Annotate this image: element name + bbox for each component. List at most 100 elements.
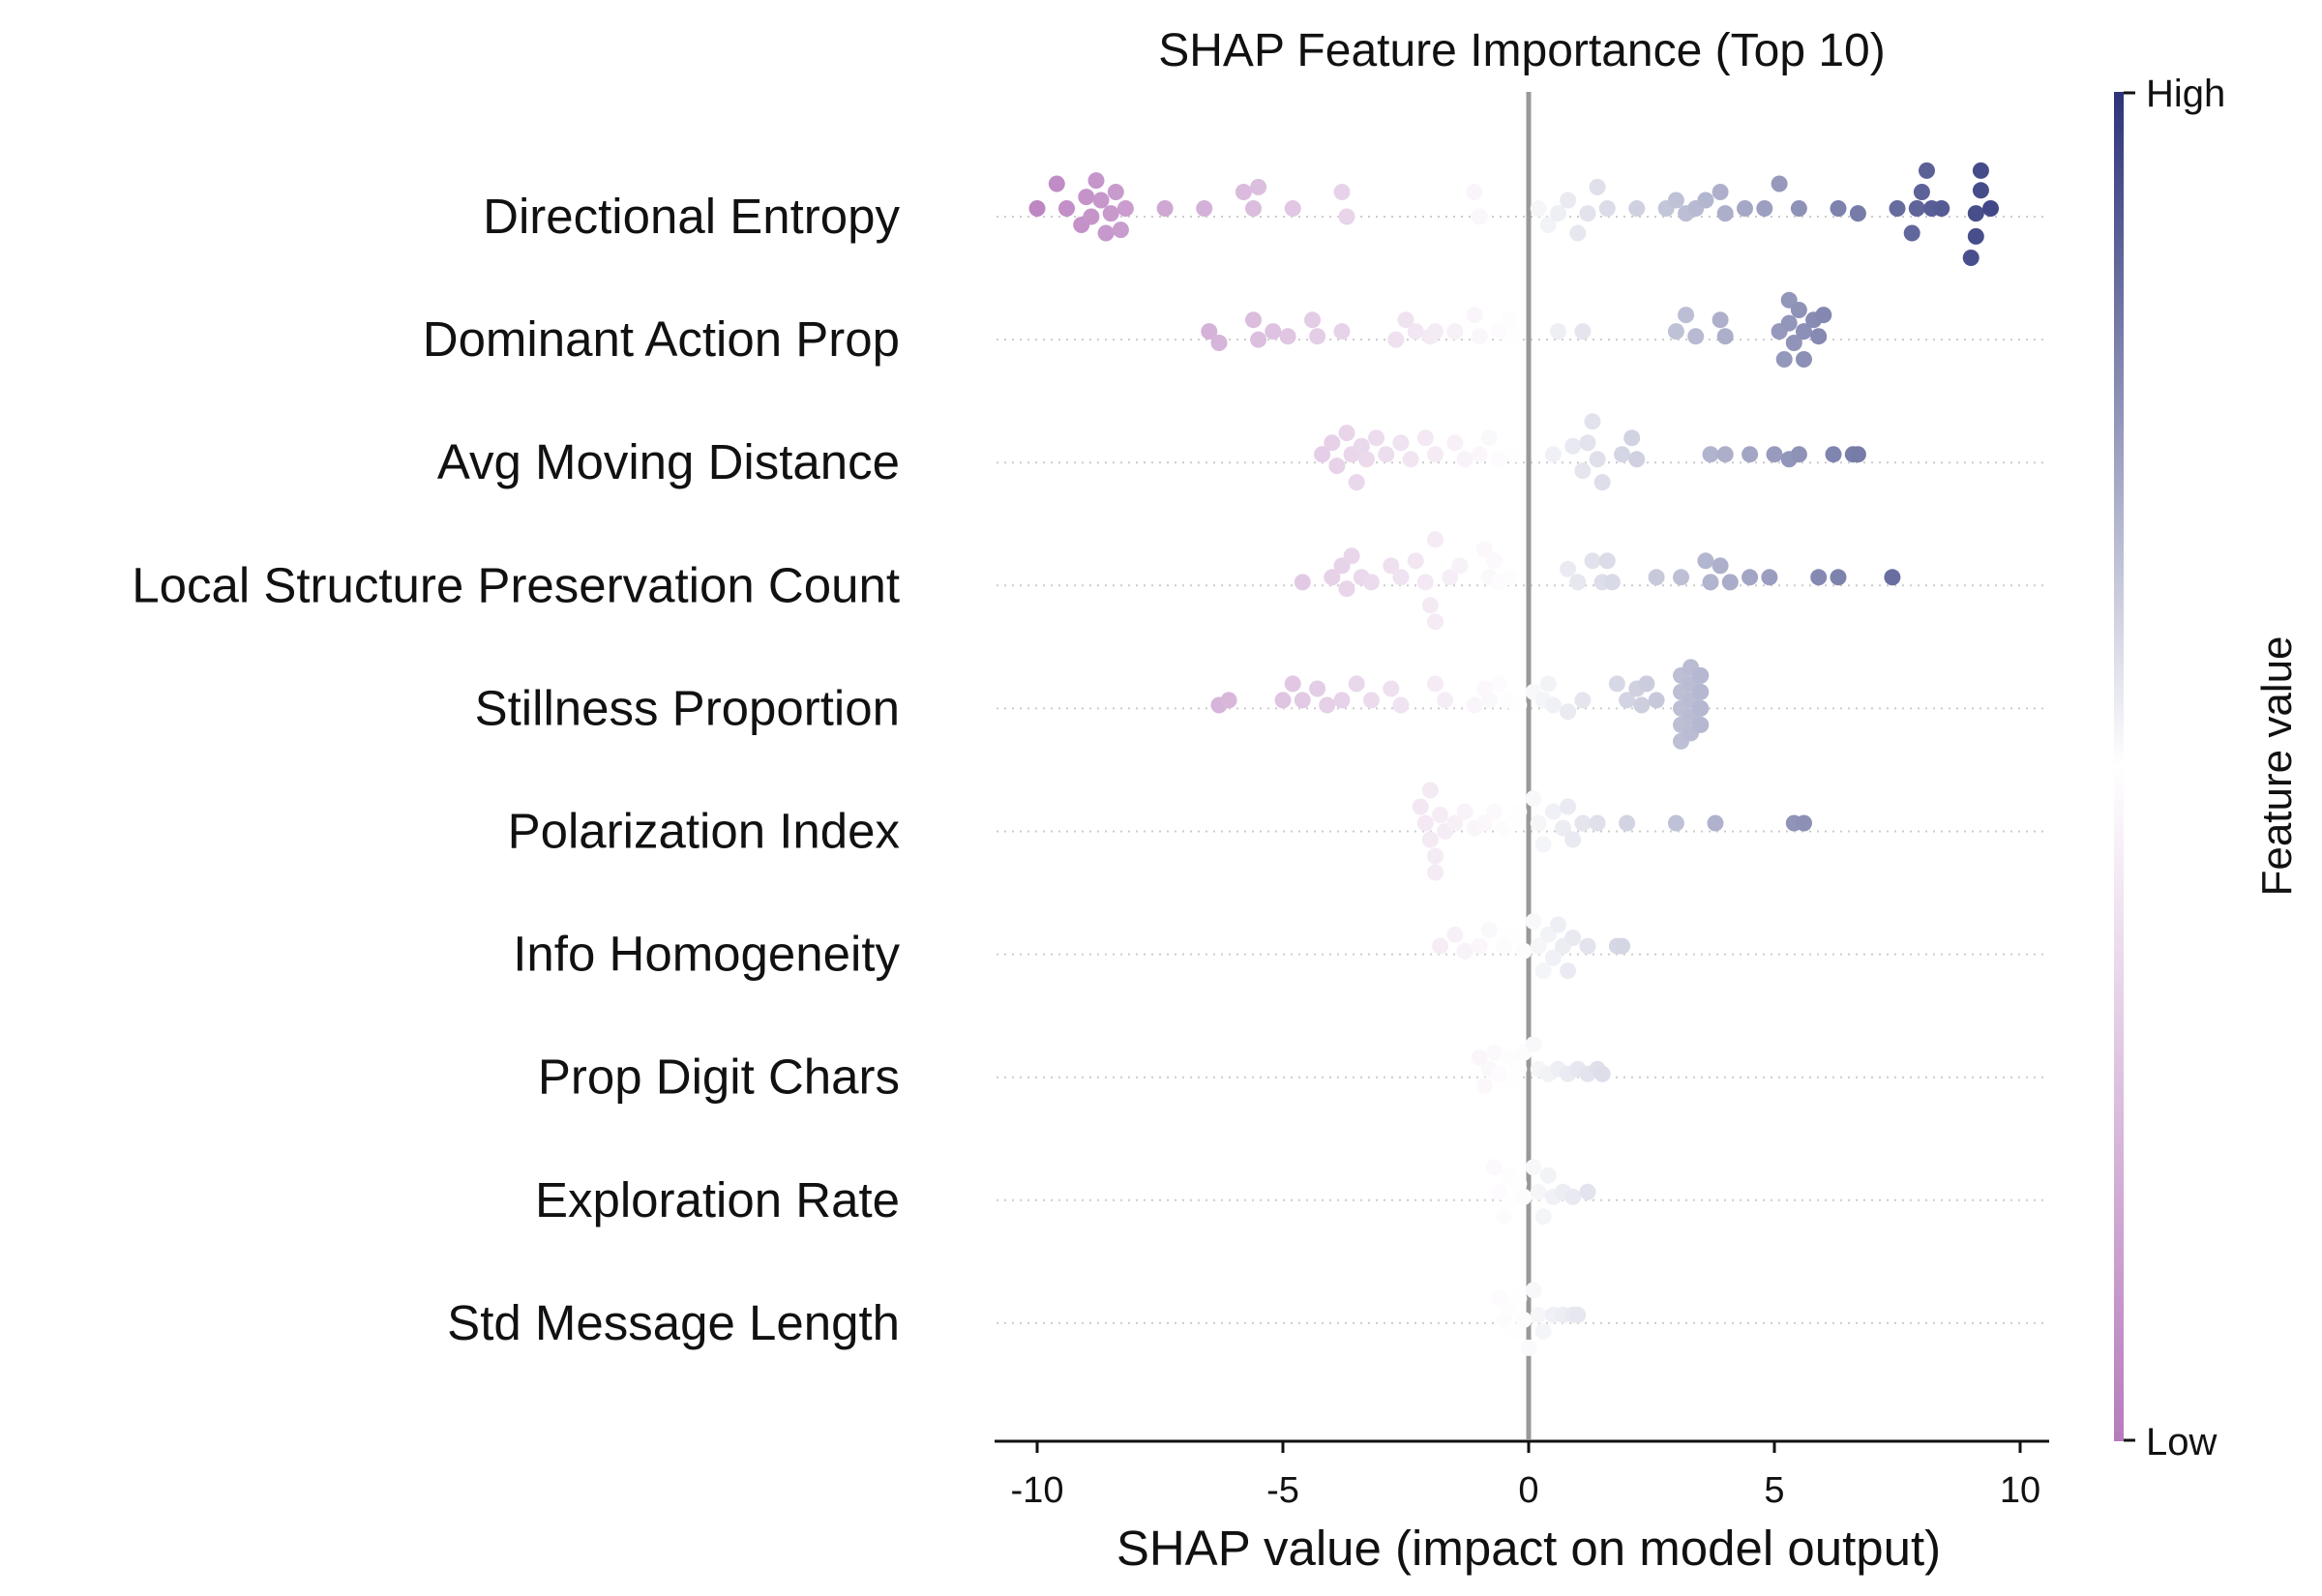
shap-point <box>1245 200 1262 217</box>
shap-point <box>1544 696 1562 714</box>
shap-point <box>1357 451 1375 468</box>
shap-point <box>1889 200 1906 217</box>
shap-point <box>1338 425 1355 442</box>
shap-point <box>1333 184 1351 200</box>
shap-point <box>1324 569 1341 586</box>
x-tick-label: 0 <box>1518 1470 1538 1511</box>
shap-point <box>1780 314 1798 332</box>
feature-labels: Directional Entropy Dominant Action Prop A… <box>132 189 900 1350</box>
shap-point <box>1412 798 1429 815</box>
shap-point <box>1849 205 1866 222</box>
shap-point <box>1338 208 1355 225</box>
shap-point <box>1884 569 1901 586</box>
shap-point <box>1427 847 1444 865</box>
shap-point <box>1707 814 1724 832</box>
shap-point <box>1908 200 1925 217</box>
row-guides <box>997 216 2046 1324</box>
shap-point <box>1353 437 1370 455</box>
shap-point <box>1471 937 1488 955</box>
shap-point <box>1702 446 1719 463</box>
shap-point <box>1579 1183 1596 1200</box>
shap-point <box>1491 323 1507 340</box>
shap-point <box>1471 208 1488 225</box>
shap-point <box>1407 323 1424 340</box>
shap-point <box>1475 814 1493 832</box>
shap-point <box>1397 311 1414 329</box>
shap-point <box>1673 569 1689 586</box>
feature-label: Exploration Rate <box>535 1172 900 1227</box>
shap-point <box>1619 692 1636 709</box>
shap-point <box>1539 675 1557 693</box>
shap-point <box>1589 178 1606 195</box>
shap-point <box>1972 182 1989 199</box>
shap-point <box>1427 613 1444 631</box>
shap-point <box>1471 328 1488 345</box>
shap-point <box>1614 446 1630 463</box>
shap-point <box>1368 429 1384 447</box>
shap-point <box>1304 311 1321 329</box>
shap-point <box>1407 552 1424 570</box>
shap-point <box>1333 692 1351 709</box>
shap-point <box>1387 331 1405 348</box>
shap-point <box>1485 803 1503 820</box>
colorbar-high-label: High <box>2146 73 2225 115</box>
shap-point <box>1525 1036 1542 1053</box>
feature-label: Polarization Index <box>508 804 900 859</box>
x-axis-label: SHAP value (impact on model output) <box>1116 1521 1941 1576</box>
shap-point <box>1692 683 1710 700</box>
shap-point <box>1466 184 1483 200</box>
shap-point <box>1028 200 1046 217</box>
shap-point <box>1712 557 1729 575</box>
shap-point <box>1491 1183 1507 1200</box>
shap-point <box>1712 184 1729 200</box>
shap-point <box>1742 569 1759 586</box>
shap-point <box>1530 1306 1547 1323</box>
shap-point <box>1510 696 1528 714</box>
shap-point <box>1530 937 1547 955</box>
shap-point <box>1790 446 1807 463</box>
colorbar <box>2114 92 2124 1441</box>
shap-point <box>1687 328 1705 345</box>
shap-point <box>1564 1188 1582 1205</box>
shap-point <box>1633 696 1651 714</box>
shap-point <box>1471 1049 1488 1066</box>
feature-label: Stillness Proportion <box>475 680 900 735</box>
shap-point <box>1328 458 1346 475</box>
shap-point <box>1446 814 1464 832</box>
shap-point <box>1539 1167 1557 1184</box>
shap-point <box>1520 1339 1537 1356</box>
shap-point <box>1265 323 1282 340</box>
shap-point <box>1678 307 1695 324</box>
shap-point <box>1702 574 1719 591</box>
shap-point <box>1623 429 1641 447</box>
shap-point <box>1589 814 1606 832</box>
shap-point <box>1569 1306 1587 1323</box>
shap-point <box>1584 552 1601 570</box>
shap-point <box>1539 217 1557 233</box>
shap-point <box>1496 1208 1513 1226</box>
shap-point <box>1614 937 1630 955</box>
shap-point <box>1480 429 1498 447</box>
feature-label: Info Homogeneity <box>513 927 900 982</box>
shap-point <box>1530 200 1547 217</box>
shap-point <box>1437 692 1454 709</box>
shap-point <box>1466 307 1483 324</box>
shap-point <box>1574 323 1592 340</box>
shap-point <box>1766 446 1783 463</box>
shap-point <box>1446 323 1464 340</box>
shap-point <box>1919 162 1935 179</box>
shap-point <box>1608 675 1625 693</box>
shap-point <box>1427 323 1444 340</box>
shap-point <box>1491 1065 1507 1082</box>
shap-point <box>1560 962 1577 980</box>
shap-point <box>1496 937 1513 955</box>
shap-point <box>1574 462 1592 480</box>
shap-point <box>1638 675 1655 693</box>
shap-point <box>1574 692 1592 709</box>
shap-point <box>1593 1065 1611 1082</box>
shap-point <box>1501 1049 1518 1066</box>
shap-point <box>1796 351 1812 368</box>
shap-point <box>1692 666 1710 684</box>
shap-point <box>1525 1282 1542 1299</box>
